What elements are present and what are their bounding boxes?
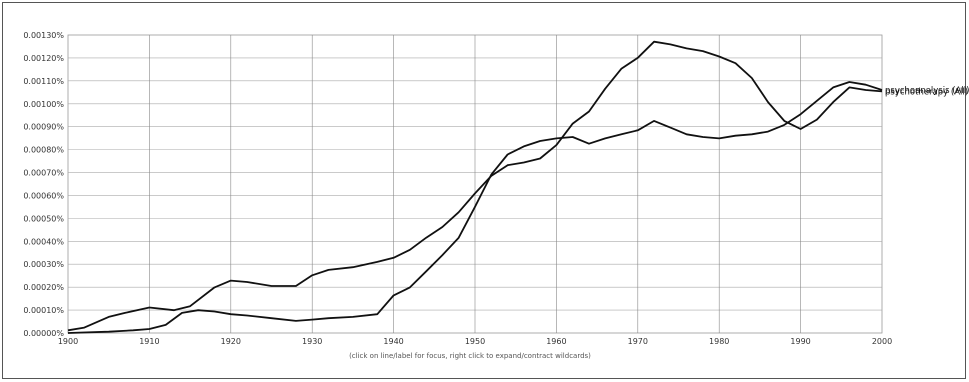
x-tick-label: 1990 — [790, 337, 810, 346]
series-line-psychoanalysis[interactable] — [67, 81, 883, 334]
y-tick-label: 0.00060% — [23, 191, 64, 200]
chart-grid — [67, 34, 883, 334]
y-tick-label: 0.00110% — [23, 77, 64, 86]
x-tick-label: 1980 — [709, 337, 729, 346]
y-tick-label: 0.00010% — [23, 306, 64, 315]
y-tick-label: 0.00050% — [23, 214, 64, 223]
x-tick-label: 1910 — [139, 337, 159, 346]
series-line-psychotherapy[interactable] — [67, 40, 883, 332]
y-tick-label: 0.00130% — [23, 31, 64, 40]
y-tick-label: 0.00070% — [23, 169, 64, 178]
x-tick-label: 2000 — [872, 337, 892, 346]
x-tick-label: 1960 — [546, 337, 566, 346]
y-tick-label: 0.00030% — [23, 260, 64, 269]
series-label-psychoanalysis[interactable]: psychoanalysis (All) — [885, 86, 969, 96]
x-axis-ticks: 1900 1910 1920 1930 1940 1950 1960 1970 1980 1990… — [58, 337, 892, 346]
x-tick-label: 1940 — [383, 337, 403, 346]
y-tick-label: 0.00100% — [23, 100, 64, 109]
series-label-psychotherapy[interactable]: psychotherapy (All) — [885, 87, 968, 97]
series-lines — [67, 40, 883, 334]
x-tick-label: 1950 — [465, 337, 485, 346]
y-tick-label: 0.00040% — [23, 237, 64, 246]
x-axis-title: (click on line/label for focus, right cl… — [349, 352, 591, 360]
x-tick-label: 1900 — [58, 337, 78, 346]
x-tick-label: 1920 — [221, 337, 241, 346]
y-axis-ticks: 0.00000% 0.00010% 0.00020% 0.00030% 0.00040%… — [23, 31, 64, 338]
y-tick-label: 0.00120% — [23, 54, 64, 63]
y-tick-label: 0.00020% — [23, 283, 64, 292]
y-tick-label: 0.00000% — [23, 329, 64, 338]
y-tick-label: 0.00080% — [23, 146, 64, 155]
x-tick-label: 1970 — [628, 337, 648, 346]
y-tick-label: 0.00090% — [23, 123, 64, 132]
series-labels: psychotherapy (All)psychoanalysis (All) — [885, 86, 969, 97]
x-tick-label: 1930 — [302, 337, 322, 346]
